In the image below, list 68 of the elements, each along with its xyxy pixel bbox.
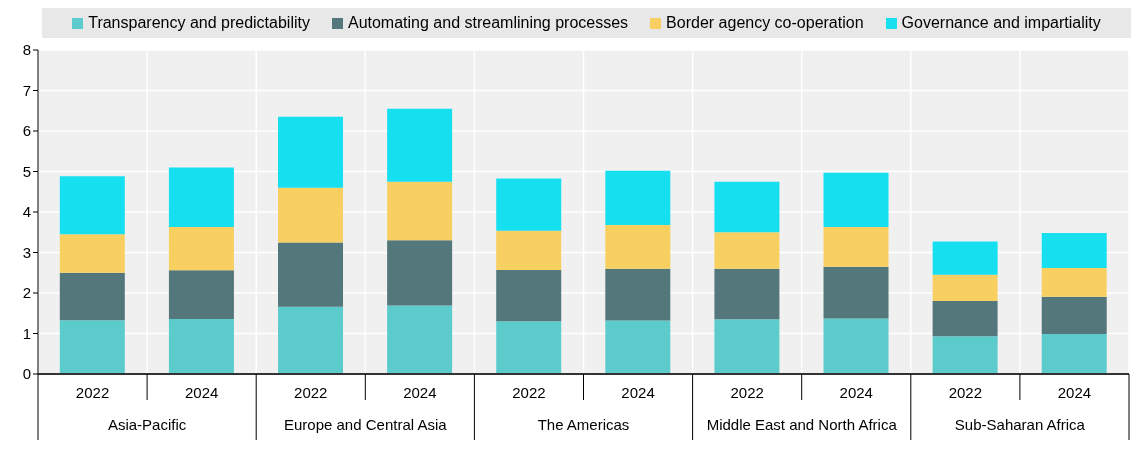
legend-label: Transparency and predictability	[87, 14, 310, 32]
y-tick-label: 3	[22, 243, 31, 261]
y-tick-label: 7	[22, 81, 31, 99]
legend-label: Automating and streamlining processes	[346, 14, 629, 32]
legend-label: Governance and impartiality	[900, 14, 1101, 32]
x-tick-label: 2022	[948, 384, 983, 401]
bar	[387, 305, 453, 374]
y-tick-label: 4	[22, 203, 31, 221]
bar	[168, 167, 234, 227]
bar	[714, 232, 780, 269]
bar	[605, 170, 671, 225]
text: Asia-Pacific	[107, 416, 187, 433]
bar	[59, 176, 125, 235]
x-tick-label: 2024	[621, 384, 655, 401]
bar	[932, 301, 998, 337]
y-tick-label: 2	[22, 284, 31, 302]
text: Europe and Central Asia	[284, 416, 448, 433]
x-tick-label: 2024	[839, 384, 873, 401]
bar	[59, 234, 125, 273]
x-tick-label: 2024	[184, 384, 219, 401]
x-tick-label: 2024	[1057, 384, 1092, 401]
bar	[278, 187, 344, 243]
text: The Americas	[537, 416, 630, 433]
bar	[168, 318, 234, 374]
y-tick-label: 0	[22, 365, 31, 383]
bar	[278, 242, 344, 307]
bar	[387, 240, 453, 306]
text: Sub-Saharan Africa	[954, 416, 1086, 433]
text: Middle East and North Africa	[706, 416, 898, 433]
bar	[823, 172, 889, 227]
bar	[168, 270, 234, 319]
y-tick-label: 5	[22, 162, 31, 180]
bar	[387, 181, 453, 241]
bar	[605, 268, 671, 321]
bar	[59, 272, 125, 321]
bar	[932, 241, 998, 275]
bar	[496, 178, 562, 231]
bar	[1041, 333, 1107, 374]
bar	[496, 321, 562, 374]
bar	[59, 320, 125, 374]
bar	[605, 320, 671, 374]
bar	[714, 319, 780, 374]
bar	[714, 181, 780, 233]
bar	[496, 269, 562, 322]
bar	[823, 226, 889, 267]
bar	[1041, 233, 1107, 268]
bar	[168, 226, 234, 271]
bar	[714, 268, 780, 320]
x-tick-label: 2024	[403, 384, 437, 401]
bar	[823, 318, 889, 374]
x-tick-label: 2022	[730, 384, 764, 401]
bar	[605, 224, 671, 269]
bar	[387, 108, 453, 182]
bar	[823, 266, 889, 319]
y-tick-label: 1	[22, 324, 31, 342]
bar	[932, 274, 998, 302]
bar	[278, 116, 344, 188]
x-tick-label: 2022	[75, 384, 110, 401]
x-tick-label: 2022	[294, 384, 328, 401]
bar	[1041, 267, 1107, 297]
bar	[496, 230, 562, 270]
bar	[932, 336, 998, 374]
y-tick-label: 8	[22, 41, 31, 59]
bar	[278, 306, 344, 374]
y-tick-label: 6	[22, 122, 31, 140]
bar	[1041, 296, 1107, 334]
x-tick-label: 2022	[512, 384, 546, 401]
legend-label: Border agency co-operation	[665, 14, 864, 32]
